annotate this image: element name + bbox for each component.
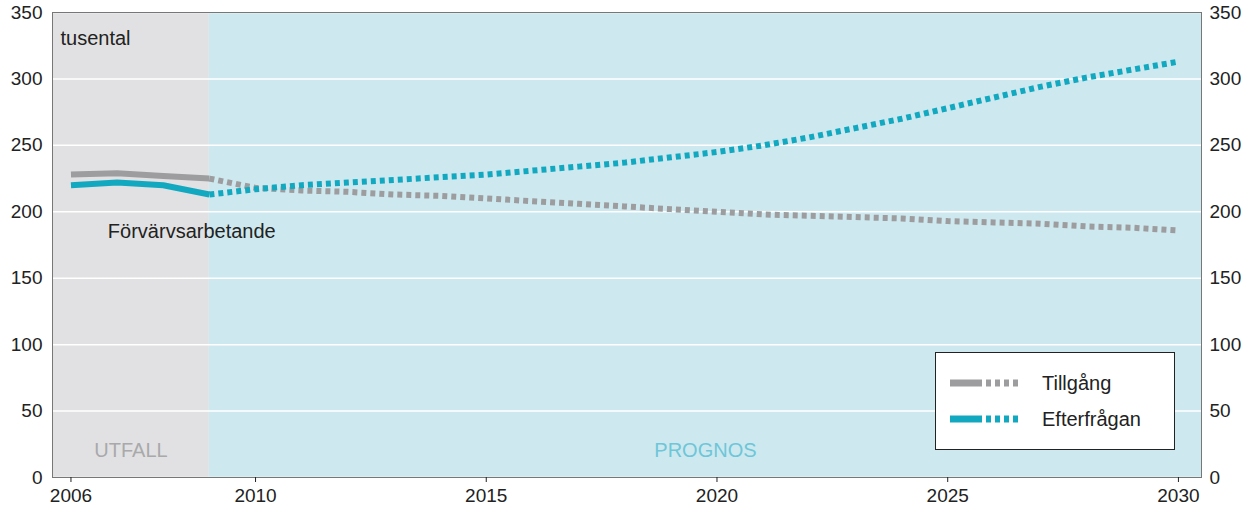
svg-text:300: 300 [1210,68,1242,89]
svg-text:PROGNOS: PROGNOS [654,439,756,461]
svg-text:350: 350 [11,2,43,23]
svg-text:250: 250 [1210,134,1242,155]
svg-text:2030: 2030 [1157,485,1199,506]
svg-text:Förvärvsarbetande: Förvärvsarbetande [108,220,276,242]
html-text:Tillgång: Tillgång [1042,371,1112,394]
svg-text:2025: 2025 [927,485,969,506]
svg-text:300: 300 [11,68,43,89]
html-text:Efterfrågan: Efterfrågan [1042,407,1141,430]
svg-text:200: 200 [11,201,43,222]
svg-text:200: 200 [1210,201,1242,222]
svg-text:tusental: tusental [61,27,131,49]
svg-text:0: 0 [32,467,43,488]
svg-text:100: 100 [1210,334,1242,355]
svg-text:350: 350 [1210,2,1242,23]
svg-text:50: 50 [1210,400,1231,421]
svg-text:2006: 2006 [50,485,92,506]
svg-text:150: 150 [11,267,43,288]
svg-text:150: 150 [1210,267,1242,288]
svg-text:50: 50 [21,400,42,421]
svg-text:2020: 2020 [696,485,738,506]
svg-text:2015: 2015 [465,485,507,506]
svg-text:250: 250 [11,134,43,155]
svg-text:100: 100 [11,334,43,355]
svg-text:2010: 2010 [234,485,276,506]
svg-text:0: 0 [1210,467,1221,488]
svg-text:UTFALL: UTFALL [94,439,167,461]
